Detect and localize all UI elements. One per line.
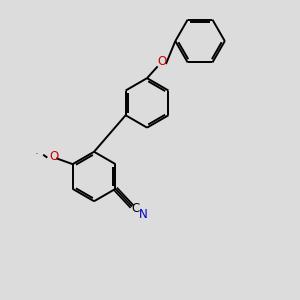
Text: O: O bbox=[157, 55, 167, 68]
Text: C: C bbox=[131, 202, 140, 215]
Text: N: N bbox=[139, 208, 148, 221]
Text: OCH₃: OCH₃ bbox=[35, 153, 39, 154]
Text: O: O bbox=[49, 150, 58, 163]
